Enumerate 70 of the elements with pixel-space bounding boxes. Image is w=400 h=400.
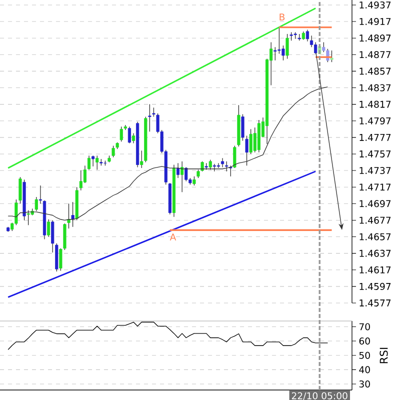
- candlestick: [38, 185, 42, 204]
- candlestick: [249, 128, 252, 154]
- candlestick: [278, 27, 281, 54]
- y-tick-label: 1.4937: [360, 1, 391, 8]
- y-tick-label: 70: [359, 323, 370, 330]
- candlestick: [245, 135, 248, 166]
- y-tick-label: 1.4857: [360, 68, 391, 75]
- candlestick: [274, 46, 277, 61]
- y-tick-label: 1.4817: [360, 100, 391, 108]
- candlestick: [233, 145, 236, 168]
- y-tick-label: 30: [359, 380, 370, 388]
- candlestick: [92, 155, 95, 167]
- candlestick: [306, 30, 310, 42]
- candlestick: [192, 176, 196, 186]
- y-tick-label: 1.4697: [360, 200, 391, 208]
- candlestick: [132, 133, 136, 144]
- candlestick: [216, 162, 220, 168]
- candlestick: [180, 161, 184, 192]
- candlestick: [229, 165, 232, 177]
- candlestick: [18, 176, 22, 204]
- candlestick: [47, 219, 50, 238]
- candlestick: [128, 126, 131, 144]
- y-tick-label: 1.4617: [360, 266, 391, 274]
- candlestick: [34, 196, 38, 212]
- candlestick: [225, 161, 228, 172]
- y-tick-label: 1.4597: [360, 282, 391, 290]
- candlestick: [87, 155, 91, 170]
- candlestick: [282, 45, 285, 61]
- y-tick-label: 50: [359, 352, 370, 359]
- annotation: B: [280, 14, 285, 20]
- x-tick-label: 22/10 05:00: [292, 392, 348, 400]
- candlestick: [59, 248, 62, 271]
- y-tick-label: 1.4877: [360, 51, 391, 58]
- y-axis-title: RSI: [380, 348, 388, 364]
- y-tick-label: 1.4837: [360, 84, 391, 92]
- y-tick-label: 1.4897: [360, 34, 391, 42]
- candlestick: [120, 126, 123, 142]
- candlestick: [96, 155, 99, 170]
- candlestick: [14, 199, 18, 226]
- annotation: A: [170, 234, 176, 240]
- candlestick: [152, 107, 156, 117]
- y-tick-label: 1.4757: [360, 150, 391, 158]
- y-tick-label: 1.4717: [360, 184, 391, 190]
- candlestick: [26, 210, 30, 226]
- y-tick-label: 1.4657: [360, 233, 391, 240]
- candlestick: [79, 170, 82, 191]
- candlestick: [148, 104, 152, 132]
- y-tick-label: 1.4677: [360, 216, 391, 224]
- candlestick: [286, 34, 289, 60]
- candlestick: [314, 42, 318, 54]
- candlestick: [212, 164, 216, 172]
- y-tick-label: 1.4777: [360, 134, 391, 141]
- y-tick-label: 1.4917: [360, 18, 391, 26]
- candlestick: [140, 150, 144, 168]
- candlestick: [51, 220, 54, 253]
- y-tick-label: 60: [359, 338, 370, 345]
- candlestick: [112, 145, 115, 158]
- candlestick: [208, 160, 212, 170]
- y-tick-label: 1.4737: [360, 167, 391, 174]
- candlestick: [241, 114, 244, 142]
- candlestick: [176, 162, 180, 178]
- y-tick-label: 1.4797: [360, 117, 391, 124]
- y-tick-label: 1.4577: [360, 300, 391, 306]
- y-tick-label: 40: [359, 366, 370, 374]
- candlestick: [71, 202, 74, 228]
- candlestick: [253, 127, 256, 153]
- candlestick: [220, 158, 224, 168]
- y-tick-label: 1.4637: [360, 250, 391, 257]
- candlestick: [184, 166, 188, 182]
- candlestick: [67, 203, 70, 229]
